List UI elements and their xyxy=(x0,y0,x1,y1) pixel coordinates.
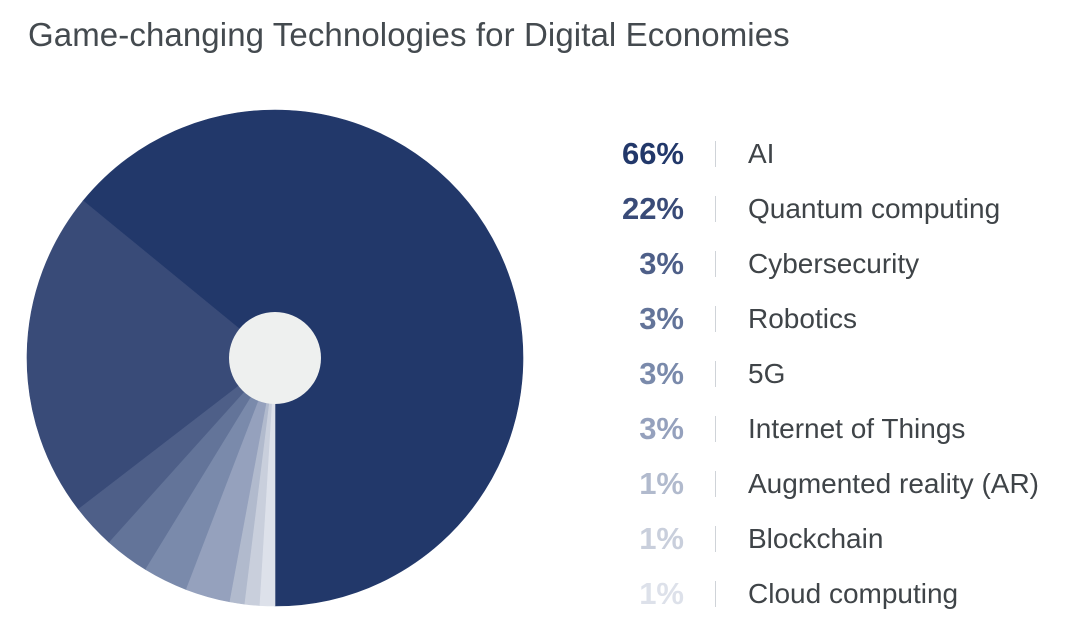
legend-label: Internet of Things xyxy=(748,413,966,444)
legend-value: 22% xyxy=(621,191,684,226)
legend-value: 1% xyxy=(639,466,684,501)
legend-label: Cloud computing xyxy=(748,578,959,609)
legend-item-5g: 3% 5G xyxy=(560,346,1070,401)
legend-divider xyxy=(715,526,716,552)
legend-label: 5G xyxy=(748,358,786,389)
legend-label: Cybersecurity xyxy=(748,248,920,279)
pie-center-hole xyxy=(229,312,321,404)
legend-value: 3% xyxy=(639,411,684,446)
legend-value: 1% xyxy=(639,521,684,556)
legend-item-blockchain: 1% Blockchain xyxy=(560,511,1070,566)
legend-item-cybersecurity: 3% Cybersecurity xyxy=(560,236,1070,291)
legend-label: Augmented reality (AR) xyxy=(748,468,1040,499)
legend-value: 3% xyxy=(639,301,684,336)
legend: 66% AI 22% Quantum computing 3% Cybersecurity… xyxy=(560,126,1070,621)
legend-divider xyxy=(715,581,716,607)
legend-item-quantum-computing: 22% Quantum computing xyxy=(560,181,1070,236)
legend-value: 66% xyxy=(621,136,684,171)
chart-title: Game-changing Technologies for Digital E… xyxy=(28,16,790,53)
legend-value: 1% xyxy=(639,576,684,611)
legend-divider xyxy=(715,196,716,222)
legend-item-ai: 66% AI xyxy=(560,126,1070,181)
legend-label: Robotics xyxy=(748,303,857,334)
legend-divider xyxy=(715,471,716,497)
pie-slice-quantum-computing xyxy=(26,200,276,510)
legend-divider xyxy=(715,361,716,387)
legend-item-internet-of-things: 3% Internet of Things xyxy=(560,401,1070,456)
legend-divider xyxy=(715,416,716,442)
legend-label: Quantum computing xyxy=(748,193,1001,224)
legend-label: Blockchain xyxy=(748,523,884,554)
legend-item-robotics: 3% Robotics xyxy=(560,291,1070,346)
legend-label: AI xyxy=(748,138,775,169)
legend-value: 3% xyxy=(639,246,684,281)
legend-value: 3% xyxy=(639,356,684,391)
legend-item-augmented-reality-ar: 1% Augmented reality (AR) xyxy=(560,456,1070,511)
legend-divider xyxy=(715,251,716,277)
pie-chart xyxy=(26,109,524,607)
pie-slice-cloud-computing xyxy=(259,357,276,607)
legend-item-cloud-computing: 1% Cloud computing xyxy=(560,566,1070,621)
legend-divider xyxy=(715,141,716,167)
legend-divider xyxy=(715,306,716,332)
